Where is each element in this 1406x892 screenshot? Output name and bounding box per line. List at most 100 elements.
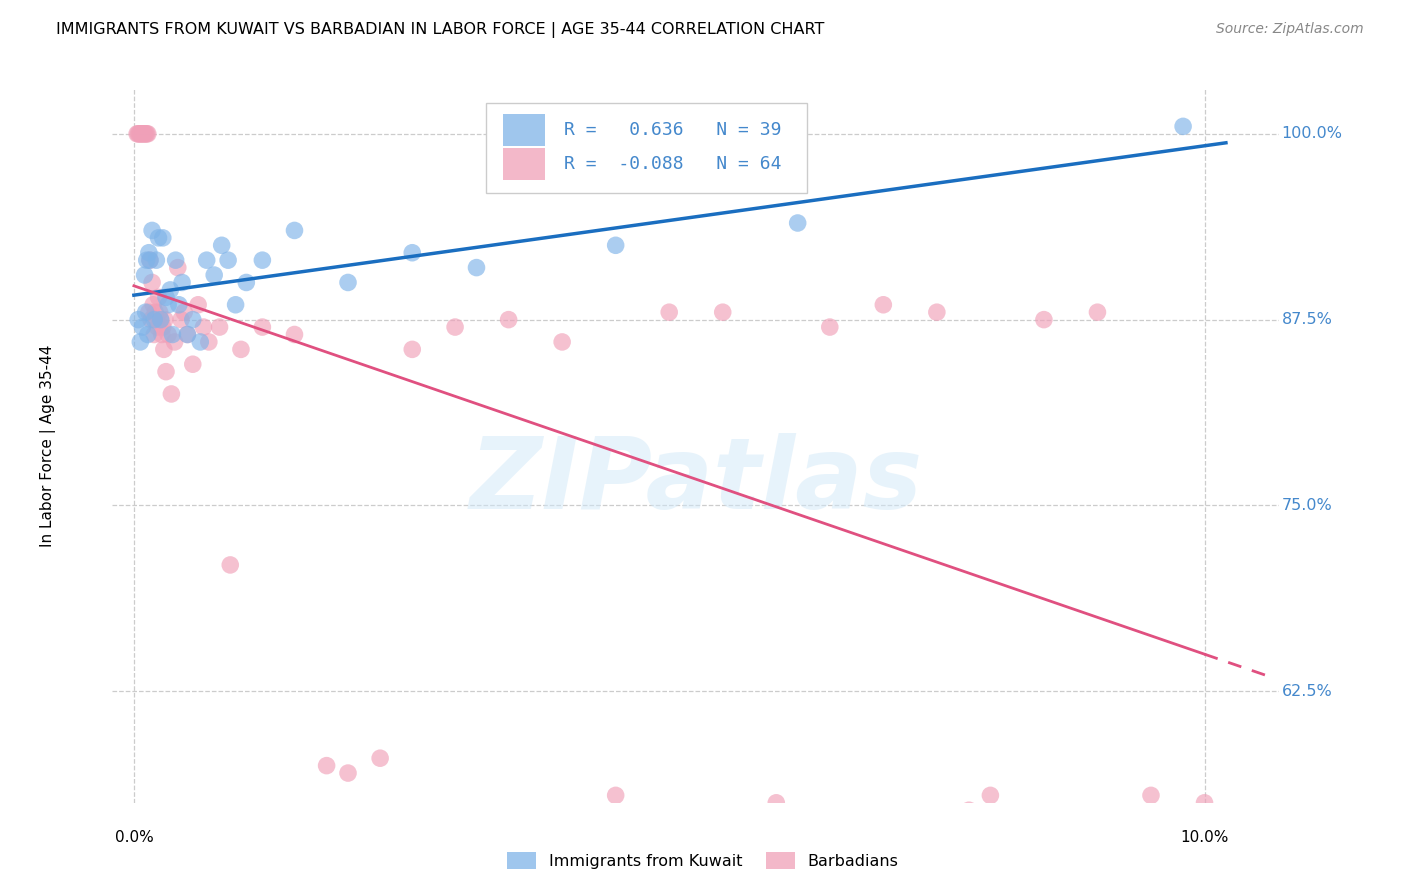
Point xyxy=(143,312,166,326)
Point xyxy=(605,789,627,803)
Point xyxy=(786,216,808,230)
Point xyxy=(135,305,157,319)
FancyBboxPatch shape xyxy=(503,114,546,145)
Point xyxy=(145,253,167,268)
Point xyxy=(149,312,172,326)
Point xyxy=(208,320,231,334)
Point xyxy=(337,766,360,780)
Point xyxy=(181,312,204,326)
Point xyxy=(138,305,160,319)
Point xyxy=(765,796,787,810)
Point xyxy=(225,298,247,312)
Point xyxy=(957,803,980,817)
Point xyxy=(157,298,180,312)
Point xyxy=(176,327,198,342)
Point xyxy=(181,357,204,371)
Point xyxy=(139,312,162,326)
Point xyxy=(127,127,149,141)
Point xyxy=(157,327,180,342)
Point xyxy=(498,312,520,326)
Text: 100.0%: 100.0% xyxy=(1282,127,1343,141)
Point xyxy=(129,127,152,141)
Text: 87.5%: 87.5% xyxy=(1282,312,1333,327)
Point xyxy=(131,127,153,141)
Point xyxy=(129,334,152,349)
Point xyxy=(219,558,242,572)
Point xyxy=(149,312,172,326)
Point xyxy=(162,327,184,342)
Point xyxy=(283,223,305,237)
Point xyxy=(128,127,150,141)
Point xyxy=(925,305,948,319)
Point xyxy=(252,253,274,268)
FancyBboxPatch shape xyxy=(503,148,546,180)
Point xyxy=(818,320,841,334)
Point xyxy=(146,320,169,334)
Point xyxy=(711,305,734,319)
Point xyxy=(155,365,177,379)
Point xyxy=(229,343,252,357)
Point xyxy=(153,312,176,326)
Point xyxy=(132,127,155,141)
Point xyxy=(135,253,157,268)
Point xyxy=(139,253,162,268)
Point xyxy=(166,260,188,275)
Point xyxy=(337,276,360,290)
Point xyxy=(134,127,156,141)
Point xyxy=(141,276,163,290)
Point xyxy=(143,327,166,342)
Text: R =   0.636   N = 39: R = 0.636 N = 39 xyxy=(564,121,782,139)
Point xyxy=(193,320,215,334)
Point xyxy=(211,238,233,252)
Point xyxy=(136,127,159,141)
Point xyxy=(143,305,166,319)
Point xyxy=(1032,312,1054,326)
Text: Source: ZipAtlas.com: Source: ZipAtlas.com xyxy=(1216,22,1364,37)
Point xyxy=(163,334,186,349)
Point xyxy=(127,127,149,141)
Point xyxy=(235,276,257,290)
Point xyxy=(283,327,305,342)
Point xyxy=(195,253,218,268)
Point xyxy=(141,223,163,237)
Point xyxy=(872,298,894,312)
Point xyxy=(176,327,198,342)
Point xyxy=(167,298,190,312)
Point xyxy=(148,231,170,245)
Point xyxy=(135,127,157,141)
Point xyxy=(131,127,153,141)
Point xyxy=(252,320,274,334)
Point xyxy=(217,253,239,268)
Point xyxy=(1087,305,1109,319)
Point xyxy=(444,320,467,334)
Point xyxy=(368,751,391,765)
FancyBboxPatch shape xyxy=(486,103,807,193)
Text: R =  -0.088   N = 64: R = -0.088 N = 64 xyxy=(564,155,782,173)
Point xyxy=(139,253,162,268)
Point xyxy=(148,290,170,304)
Point xyxy=(153,343,176,357)
Point xyxy=(131,320,153,334)
Text: 10.0%: 10.0% xyxy=(1180,830,1229,845)
Point xyxy=(160,387,183,401)
Point xyxy=(170,276,193,290)
Text: 75.0%: 75.0% xyxy=(1282,498,1333,513)
Point xyxy=(145,312,167,326)
Point xyxy=(1171,120,1194,134)
Point xyxy=(658,305,681,319)
Point xyxy=(149,305,172,319)
Text: IMMIGRANTS FROM KUWAIT VS BARBADIAN IN LABOR FORCE | AGE 35-44 CORRELATION CHART: IMMIGRANTS FROM KUWAIT VS BARBADIAN IN L… xyxy=(56,22,824,38)
Point xyxy=(315,758,337,772)
Point xyxy=(127,312,149,326)
Point xyxy=(1194,796,1216,810)
Point xyxy=(465,260,488,275)
Point xyxy=(188,334,211,349)
Point xyxy=(979,789,1001,803)
Point xyxy=(135,127,157,141)
Point xyxy=(401,245,423,260)
Point xyxy=(187,298,209,312)
Point xyxy=(551,334,574,349)
Point xyxy=(142,298,165,312)
Point xyxy=(198,334,221,349)
Point xyxy=(605,238,627,252)
